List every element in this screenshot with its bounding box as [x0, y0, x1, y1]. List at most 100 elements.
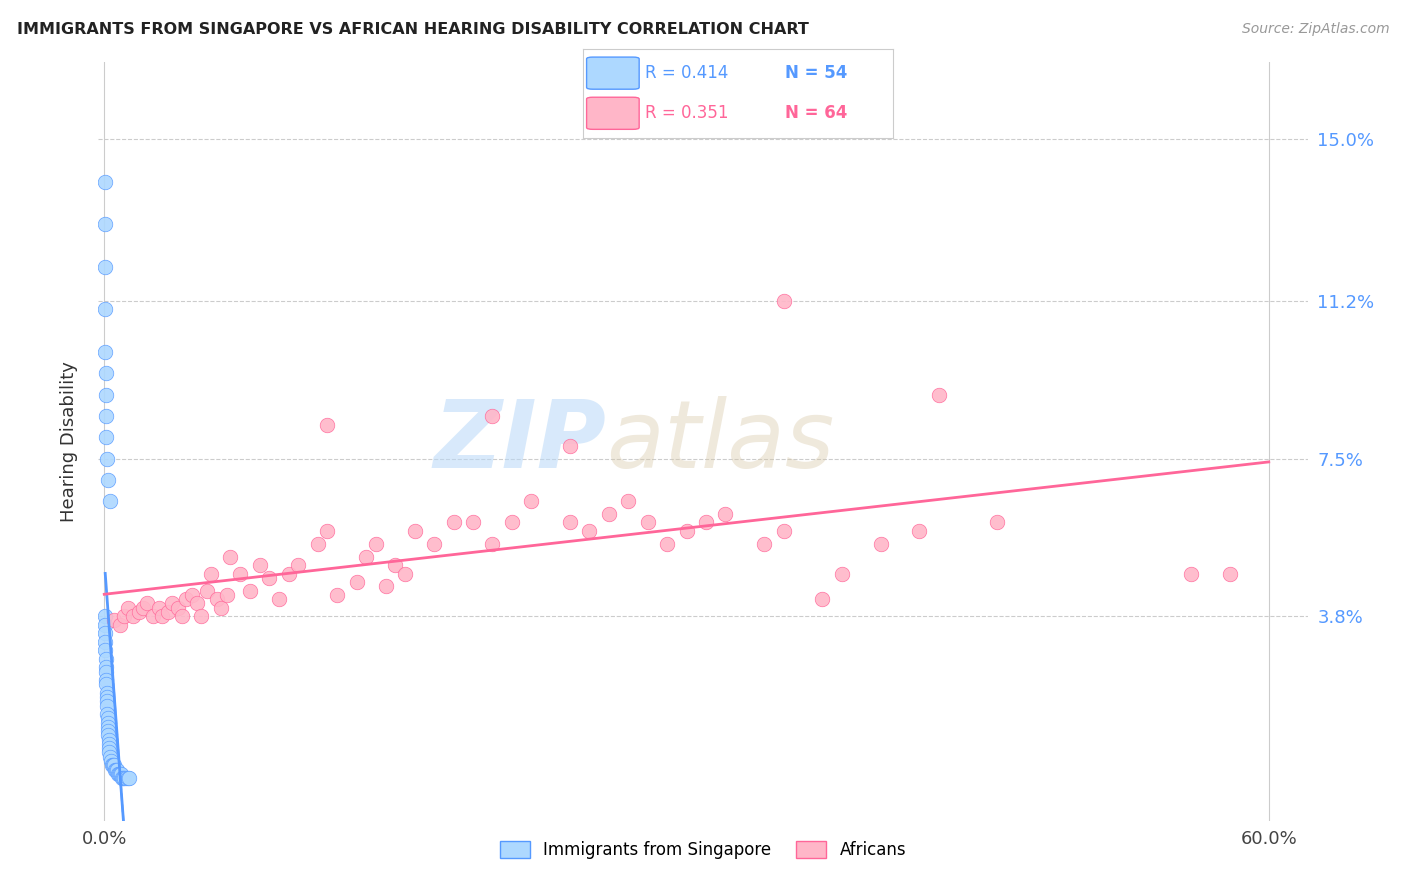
Point: [752, 537, 775, 551]
Point: [97, 715, 120, 730]
Point: [307, 537, 329, 551]
Point: [94, 634, 117, 648]
Point: [157, 605, 180, 619]
Point: [346, 575, 368, 590]
Point: [97, 741, 120, 756]
Point: [364, 537, 387, 551]
Point: [249, 558, 271, 572]
Point: [637, 516, 659, 530]
Point: [219, 549, 242, 564]
Point: [94, 409, 117, 423]
Point: [461, 516, 484, 530]
Point: [205, 592, 228, 607]
Point: [111, 771, 134, 785]
Point: [94, 217, 117, 231]
Point: [152, 609, 174, 624]
Point: [108, 617, 131, 632]
Point: [200, 566, 222, 581]
Point: [97, 728, 120, 742]
Point: [107, 766, 129, 780]
Point: [110, 766, 132, 780]
Point: [501, 516, 523, 530]
Point: [103, 614, 125, 628]
Point: [394, 566, 416, 581]
Point: [105, 763, 128, 777]
Point: [714, 507, 737, 521]
Point: [96, 673, 118, 687]
Point: [94, 652, 117, 666]
Point: [267, 592, 290, 607]
Point: [811, 592, 834, 607]
Point: [93, 609, 115, 624]
Point: [96, 430, 118, 444]
Point: [316, 524, 339, 538]
Point: [108, 766, 131, 780]
Point: [101, 758, 124, 772]
Point: [97, 473, 120, 487]
Point: [520, 494, 543, 508]
Point: [598, 507, 620, 521]
FancyBboxPatch shape: [586, 97, 640, 129]
Point: [94, 260, 117, 274]
Text: R = 0.414: R = 0.414: [645, 64, 728, 82]
Point: [443, 516, 465, 530]
Point: [374, 579, 396, 593]
Point: [97, 732, 120, 747]
Point: [695, 516, 717, 530]
Point: [195, 583, 218, 598]
Point: [96, 451, 118, 466]
Point: [118, 771, 141, 785]
Point: [98, 749, 121, 764]
Point: [215, 588, 238, 602]
Point: [97, 724, 120, 739]
Point: [128, 605, 150, 619]
Point: [94, 643, 117, 657]
Point: [404, 524, 426, 538]
Point: [167, 600, 190, 615]
Point: [209, 600, 232, 615]
Point: [94, 302, 117, 317]
Point: [94, 660, 117, 674]
Point: [986, 516, 1008, 530]
Point: [94, 367, 117, 381]
Point: [772, 293, 794, 308]
Point: [186, 596, 208, 610]
FancyBboxPatch shape: [586, 57, 640, 89]
Point: [104, 763, 127, 777]
Point: [96, 677, 118, 691]
Text: R = 0.351: R = 0.351: [645, 104, 728, 122]
Point: [98, 494, 121, 508]
Point: [111, 771, 134, 785]
Point: [114, 771, 136, 785]
Point: [558, 516, 581, 530]
Point: [277, 566, 299, 581]
Point: [94, 617, 117, 632]
Point: [239, 583, 262, 598]
Text: atlas: atlas: [606, 396, 835, 487]
Point: [100, 754, 122, 768]
Point: [94, 387, 117, 401]
Text: ZIP: ZIP: [433, 395, 606, 488]
Point: [1180, 566, 1202, 581]
Point: [96, 698, 118, 713]
Point: [160, 596, 183, 610]
Y-axis label: Hearing Disability: Hearing Disability: [59, 361, 77, 522]
Text: N = 64: N = 64: [785, 104, 846, 122]
Text: IMMIGRANTS FROM SINGAPORE VS AFRICAN HEARING DISABILITY CORRELATION CHART: IMMIGRANTS FROM SINGAPORE VS AFRICAN HEA…: [17, 22, 808, 37]
Point: [112, 609, 135, 624]
Point: [578, 524, 600, 538]
Point: [558, 439, 581, 453]
Legend: Immigrants from Singapore, Africans: Immigrants from Singapore, Africans: [494, 834, 912, 865]
Point: [97, 720, 120, 734]
Point: [1219, 566, 1241, 581]
Point: [136, 596, 159, 610]
Point: [117, 771, 139, 785]
Point: [257, 571, 280, 585]
Point: [354, 549, 377, 564]
Point: [384, 558, 406, 572]
Point: [831, 566, 853, 581]
Point: [423, 537, 446, 551]
Point: [96, 686, 118, 700]
Point: [96, 690, 118, 705]
Point: [93, 175, 115, 189]
